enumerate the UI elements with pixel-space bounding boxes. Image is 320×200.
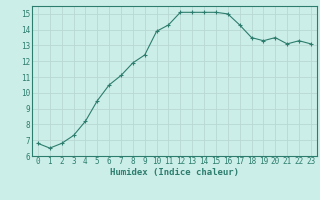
X-axis label: Humidex (Indice chaleur): Humidex (Indice chaleur) [110,168,239,177]
